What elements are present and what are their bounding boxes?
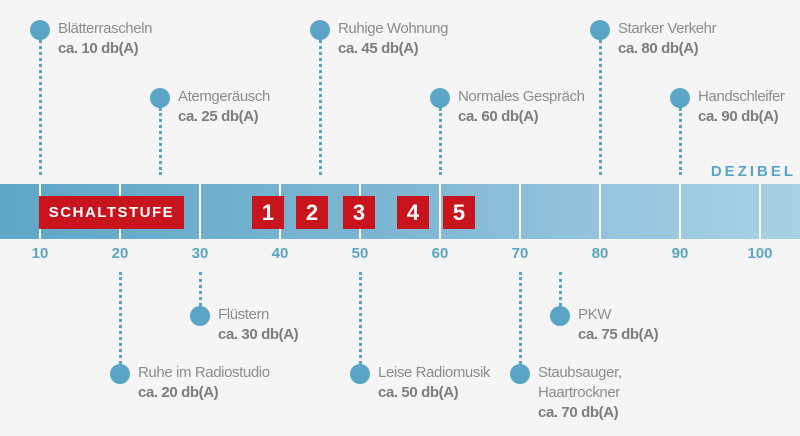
sound-level: ca. 60 db(A) bbox=[458, 108, 539, 125]
sound-level: ca. 50 db(A) bbox=[378, 384, 459, 401]
marker-dot-icon bbox=[30, 20, 50, 40]
gridline bbox=[439, 184, 441, 239]
marker-line bbox=[198, 272, 202, 306]
axis-unit-label: DEZIBEL bbox=[710, 163, 796, 180]
gridline bbox=[759, 184, 761, 239]
gridline bbox=[679, 184, 681, 239]
marker-dot-icon bbox=[550, 306, 570, 326]
sound-label: PKW ca. 75 db(A) bbox=[578, 305, 659, 345]
marker-dot-icon bbox=[430, 88, 450, 108]
sound-label: Leise Radiomusik ca. 50 db(A) bbox=[378, 363, 490, 403]
stage-4: 4 bbox=[397, 196, 429, 229]
sound-label: Blätterrascheln ca. 10 db(A) bbox=[58, 19, 152, 59]
tick-label: 40 bbox=[271, 245, 289, 262]
marker-line bbox=[358, 272, 362, 364]
sound-label: Atemgeräusch ca. 25 db(A) bbox=[178, 87, 270, 127]
sound-label: Handschleifer ca. 90 db(A) bbox=[698, 87, 785, 127]
tick-label: 30 bbox=[191, 245, 209, 262]
marker-line bbox=[518, 272, 522, 364]
sound-name: Handschleifer bbox=[698, 88, 785, 105]
marker-line bbox=[598, 40, 602, 175]
sound-name: Ruhige Wohnung bbox=[338, 20, 449, 37]
marker-line bbox=[438, 108, 442, 175]
sound-name: Haartrockner bbox=[538, 384, 620, 401]
tick-label: 70 bbox=[511, 245, 529, 262]
sound-name: Leise Radiomusik bbox=[378, 364, 490, 381]
gridline bbox=[519, 184, 521, 239]
sound-name: Ruhe im Radiostudio bbox=[138, 364, 270, 381]
sound-label: Flüstern ca. 30 db(A) bbox=[218, 305, 299, 345]
sound-level: ca. 45 db(A) bbox=[338, 40, 419, 57]
sound-level: ca. 75 db(A) bbox=[578, 326, 659, 343]
stage-2: 2 bbox=[296, 196, 328, 229]
marker-line bbox=[678, 108, 682, 175]
sound-level: ca. 30 db(A) bbox=[218, 326, 299, 343]
sound-level: ca. 10 db(A) bbox=[58, 40, 139, 57]
sound-label: Normales Gespräch ca. 60 db(A) bbox=[458, 87, 585, 127]
marker-dot-icon bbox=[190, 306, 210, 326]
marker-dot-icon bbox=[350, 364, 370, 384]
schaltstufe-label: SCHALTSTUFE bbox=[39, 196, 184, 229]
gridline bbox=[199, 184, 201, 239]
sound-label: Ruhe im Radiostudio ca. 20 db(A) bbox=[138, 363, 270, 403]
stage-1: 1 bbox=[252, 196, 284, 229]
sound-name: Staubsauger, bbox=[538, 364, 622, 381]
marker-dot-icon bbox=[110, 364, 130, 384]
stage-3: 3 bbox=[343, 196, 375, 229]
marker-dot-icon bbox=[150, 88, 170, 108]
sound-level: ca. 80 db(A) bbox=[618, 40, 699, 57]
tick-label: 50 bbox=[351, 245, 369, 262]
marker-dot-icon bbox=[670, 88, 690, 108]
sound-name: Normales Gespräch bbox=[458, 88, 585, 105]
marker-dot-icon bbox=[590, 20, 610, 40]
marker-dot-icon bbox=[310, 20, 330, 40]
gridline bbox=[599, 184, 601, 239]
marker-line bbox=[318, 40, 322, 175]
sound-level: ca. 70 db(A) bbox=[538, 404, 619, 421]
marker-line bbox=[558, 272, 562, 306]
stage-5: 5 bbox=[443, 196, 475, 229]
tick-label: 20 bbox=[111, 245, 129, 262]
marker-dot-icon bbox=[510, 364, 530, 384]
sound-label: Staubsauger, Haartrockner ca. 70 db(A) bbox=[538, 363, 622, 423]
tick-label: 80 bbox=[591, 245, 609, 262]
sound-level: ca. 20 db(A) bbox=[138, 384, 219, 401]
sound-name: PKW bbox=[578, 306, 611, 323]
tick-label: 10 bbox=[31, 245, 49, 262]
sound-label: Starker Verkehr ca. 80 db(A) bbox=[618, 19, 717, 59]
marker-line bbox=[118, 272, 122, 364]
sound-level: ca. 25 db(A) bbox=[178, 108, 259, 125]
sound-name: Starker Verkehr bbox=[618, 20, 717, 37]
tick-label: 90 bbox=[671, 245, 689, 262]
sound-level: ca. 90 db(A) bbox=[698, 108, 779, 125]
marker-line bbox=[38, 40, 42, 175]
sound-name: Flüstern bbox=[218, 306, 269, 323]
sound-name: Atemgeräusch bbox=[178, 88, 270, 105]
tick-label: 100 bbox=[747, 245, 773, 262]
marker-line bbox=[158, 108, 162, 175]
sound-name: Blätterrascheln bbox=[58, 20, 153, 37]
sound-label: Ruhige Wohnung ca. 45 db(A) bbox=[338, 19, 448, 59]
tick-label: 60 bbox=[431, 245, 449, 262]
